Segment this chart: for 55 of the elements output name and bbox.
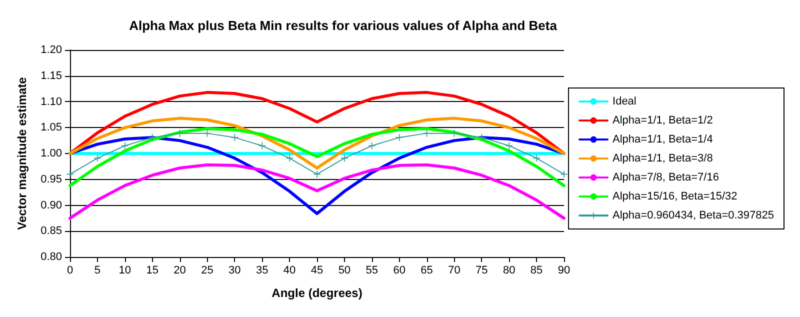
point (231, 134, 238, 141)
legend-label: Alpha=0.960434, Beta=0.397825 (612, 210, 774, 222)
x-tick-label: 55 (366, 264, 378, 276)
x-tick-label: 90 (558, 264, 570, 276)
x-tick-label: 35 (256, 264, 268, 276)
point (533, 154, 540, 162)
point (396, 134, 403, 141)
x-tick-label: 10 (118, 264, 132, 276)
x-tick-label: 20 (174, 264, 186, 276)
point (121, 142, 128, 150)
line-series (68, 127, 566, 188)
point (340, 154, 348, 162)
legend-label: Ideal (612, 96, 636, 108)
x-tick-label: 40 (283, 264, 296, 276)
line-series (68, 163, 566, 220)
point (314, 170, 320, 178)
point (560, 170, 568, 178)
x-axis-title: Angle (degrees) (272, 286, 362, 300)
x-tick-label: 5 (94, 264, 101, 276)
y-tick-label: 0.80 (40, 251, 62, 263)
legend-label: Alpha=15/16, Beta=15/32 (612, 190, 738, 202)
x-tick-label: 80 (502, 264, 516, 276)
legend-label: Alpha=7/8, Beta=7/16 (612, 172, 719, 184)
x-tick-label: 0 (66, 264, 74, 276)
x-tick-label: 25 (201, 264, 214, 276)
y-tick-label: 1.05 (40, 122, 62, 134)
x-tick-label: 70 (448, 264, 460, 276)
x-tick-label: 15 (146, 264, 158, 276)
x-tick-label: 65 (420, 264, 433, 276)
y-tick-label: 1.20 (40, 44, 62, 56)
legend-label: Alpha=1/1, Beta=1/2 (612, 114, 713, 126)
point (478, 134, 486, 141)
y-tick-label: 1.15 (40, 70, 62, 82)
x-tick-label: 60 (393, 264, 406, 276)
y-tick-label: 0.90 (40, 199, 62, 212)
point (258, 142, 266, 150)
x-tick-label: 50 (338, 264, 351, 276)
x-tick-label: 75 (476, 264, 488, 276)
y-axis-title: Vector magnitude estimate (15, 76, 29, 230)
y-tick-label: 1.10 (40, 96, 62, 108)
point (506, 142, 513, 150)
chart-title: Alpha Max plus Beta Min results for various values of Alpha and Beta (129, 18, 558, 33)
line-series (68, 116, 566, 170)
y-tick-label: 1.00 (40, 148, 62, 160)
x-tick-label: 45 (310, 264, 324, 276)
legend-label: Alpha=1/1, Beta=3/8 (612, 152, 713, 164)
y-tick-label: 0.85 (40, 225, 62, 238)
x-tick-label: 30 (228, 264, 241, 276)
point (148, 134, 156, 141)
point (94, 154, 101, 162)
y-tick-label: 0.95 (40, 173, 62, 186)
point (368, 142, 376, 150)
legend-label: Alpha=1/1, Beta=1/4 (612, 134, 713, 146)
x-tick-label: 85 (530, 264, 543, 276)
point (286, 154, 294, 162)
